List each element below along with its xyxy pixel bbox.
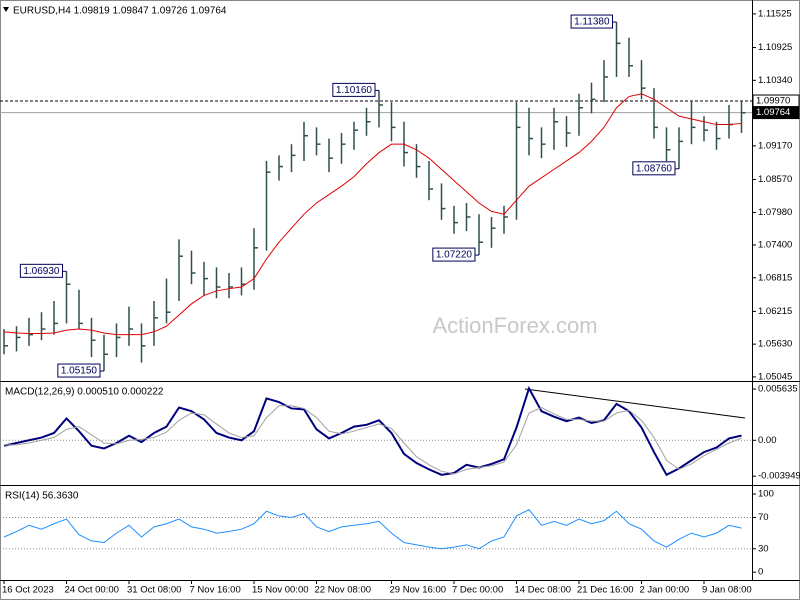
- x-tick-label: 24 Oct 00:00: [65, 585, 119, 596]
- y-tick-label: 1.06215: [758, 306, 792, 317]
- chart-header: EURUSD,H4 1.09819 1.09847 1.09726 1.0976…: [13, 6, 227, 17]
- panel-title: MACD(12,26,9) 0.000510 0.000222: [5, 387, 164, 398]
- annotation-label: 1.06930: [23, 266, 60, 277]
- y-tick-label: 0.00: [758, 435, 777, 446]
- annotation-label: 1.11380: [574, 17, 610, 28]
- y-tick-label: 1.10340: [758, 75, 792, 86]
- x-tick-label: 29 Nov 16:00: [390, 585, 447, 596]
- y-tick-label: -0.003949: [758, 471, 800, 482]
- y-tick-label: 1.08570: [758, 174, 792, 185]
- price-label: 1.09970: [756, 96, 790, 107]
- price-label-box: [752, 106, 800, 120]
- y-tick-label: 1.10925: [758, 42, 792, 53]
- x-tick-label: 21 Dec 16:00: [577, 585, 634, 596]
- x-tick-label: 14 Dec 08:00: [515, 585, 572, 596]
- y-tick-label: 30: [758, 543, 769, 554]
- annotation-label: 1.05150: [61, 366, 98, 377]
- indicator-line: [3, 385, 742, 477]
- y-tick-label: 1.05630: [758, 339, 792, 350]
- y-tick-label: 1.07980: [758, 207, 792, 218]
- x-tick-label: 7 Dec 00:00: [452, 585, 503, 596]
- annotation-label: 1.07220: [436, 250, 473, 261]
- trendline: [524, 388, 746, 419]
- x-tick-label: 15 Nov 00:00: [252, 585, 309, 596]
- x-tick-label: 16 Oct 2023: [2, 585, 54, 596]
- y-tick-label: 100: [758, 489, 774, 500]
- y-tick-label: 70: [758, 512, 769, 523]
- y-tick-label: 1.11525: [758, 8, 792, 19]
- x-tick-label: 22 Nov 08:00: [315, 585, 372, 596]
- y-tick-label: 1.09170: [758, 140, 792, 151]
- x-tick-label: 9 Jan 08:00: [702, 585, 752, 596]
- x-tick-label: 7 Nov 16:00: [190, 585, 241, 596]
- x-tick-label: 2 Jan 00:00: [640, 585, 690, 596]
- y-tick-label: 1.07400: [758, 240, 792, 251]
- y-tick-label: 1.05045: [758, 371, 792, 382]
- x-tick-label: 31 Oct 08:00: [127, 585, 181, 596]
- y-tick-label: 0.005635: [758, 384, 798, 395]
- moving-average: [3, 93, 742, 336]
- y-tick-label: 0: [758, 567, 763, 578]
- watermark: ActionForex.com: [432, 313, 597, 338]
- annotation-label: 1.08760: [636, 163, 673, 174]
- indicator-line: [3, 509, 742, 550]
- annotation-label: 1.10160: [336, 85, 373, 96]
- y-tick-label: 1.06815: [758, 272, 792, 283]
- price-label: 1.09764: [756, 107, 790, 118]
- menu-triangle: [3, 7, 9, 12]
- indicator-line: [4, 405, 742, 475]
- panel-title: RSI(14) 56.3630: [5, 491, 79, 502]
